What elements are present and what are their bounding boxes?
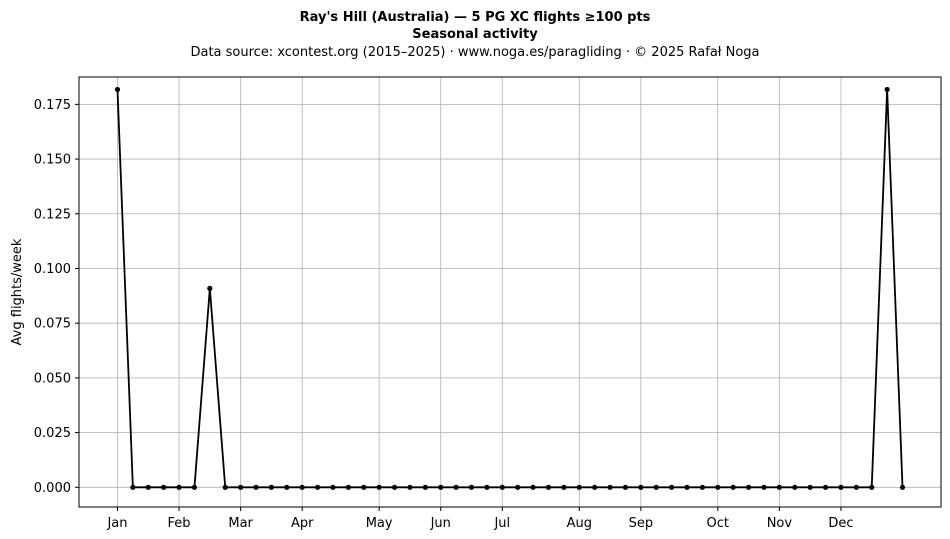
data-point — [869, 484, 875, 490]
x-tick-label: May — [366, 516, 393, 531]
x-tick-label: Jun — [430, 516, 451, 531]
y-tick-label: 0.150 — [34, 153, 71, 168]
x-tick-label: Mar — [228, 516, 253, 531]
data-point — [792, 484, 798, 490]
plot-frame — [78, 76, 942, 508]
y-tick-label: 0.175 — [34, 98, 71, 113]
data-point — [191, 484, 198, 490]
data-point — [592, 484, 598, 490]
data-point — [422, 484, 428, 490]
data-point — [253, 484, 259, 490]
data-point — [807, 484, 813, 490]
x-tick-label: Dec — [828, 516, 853, 531]
data-point — [130, 484, 136, 490]
data-point — [653, 484, 659, 490]
data-point — [376, 484, 382, 490]
x-tick-label: Apr — [291, 516, 314, 531]
x-tick-label: Jan — [106, 516, 127, 531]
y-tick-label: 0.025 — [34, 426, 71, 441]
data-point — [207, 285, 213, 291]
y-tick-label: 0.050 — [34, 371, 71, 386]
data-point — [145, 484, 151, 490]
data-point — [761, 484, 767, 490]
x-tick-label: Jul — [493, 516, 510, 531]
y-tick-label: 0.125 — [34, 207, 71, 222]
data-point — [684, 484, 690, 490]
series — [114, 86, 906, 490]
chart-subtitle: Data source: xcontest.org (2015–2025) · … — [190, 45, 759, 60]
data-point — [391, 484, 398, 490]
x-tick-label: Aug — [567, 516, 592, 531]
data-point — [884, 86, 890, 93]
y-tick-label: 0.100 — [34, 262, 71, 277]
x-tick-label: Sep — [629, 516, 654, 531]
data-point — [745, 484, 752, 490]
data-point — [730, 484, 736, 490]
y-tick-label: 0.075 — [34, 317, 71, 332]
data-point — [715, 484, 721, 490]
data-point — [299, 484, 305, 490]
data-point — [314, 484, 321, 490]
data-point — [161, 484, 167, 490]
data-point — [669, 484, 675, 490]
x-axis-ticks: Jan Feb Mar Apr May Jun Jul Aug Sep Oct Nov Dec — [106, 507, 854, 531]
grid — [79, 77, 941, 507]
data-point — [545, 484, 552, 490]
chart-title-line2: Seasonal activity — [412, 27, 538, 42]
chart-title-line1: Ray's Hill (Australia) — 5 PG XC flights… — [300, 10, 651, 25]
data-point — [838, 484, 844, 490]
data-point — [284, 484, 290, 490]
data-point — [345, 484, 351, 490]
data-point — [453, 484, 459, 490]
x-tick-label: Oct — [707, 516, 729, 531]
data-point — [530, 484, 536, 490]
data-point — [822, 484, 829, 490]
data-point — [468, 484, 475, 490]
data-point — [114, 86, 121, 93]
data-point — [484, 484, 490, 490]
data-point — [699, 484, 706, 490]
data-point — [776, 484, 782, 490]
data-point — [515, 484, 521, 490]
data-point — [238, 484, 244, 490]
data-point — [407, 484, 413, 490]
y-axis-ticks: 0.000 0.025 0.050 0.075 0.100 0.125 0.150 0.175 — [34, 98, 79, 496]
data-point — [622, 484, 629, 490]
data-point — [176, 484, 182, 490]
data-point — [607, 484, 613, 490]
data-point — [576, 484, 582, 490]
data-point — [561, 484, 567, 490]
data-point — [438, 484, 444, 490]
x-tick-label: Nov — [767, 516, 793, 531]
data-point — [899, 484, 906, 490]
data-point — [330, 484, 336, 490]
data-point — [638, 484, 644, 490]
x-tick-label: Feb — [168, 516, 191, 531]
data-point — [268, 484, 275, 490]
data-point — [361, 484, 367, 490]
y-tick-label: 0.000 — [34, 481, 71, 496]
data-point — [853, 484, 859, 490]
data-point — [499, 484, 505, 490]
y-axis-label: Avg flights/week — [10, 238, 25, 345]
data-point — [222, 484, 228, 490]
series-line — [116, 89, 904, 489]
